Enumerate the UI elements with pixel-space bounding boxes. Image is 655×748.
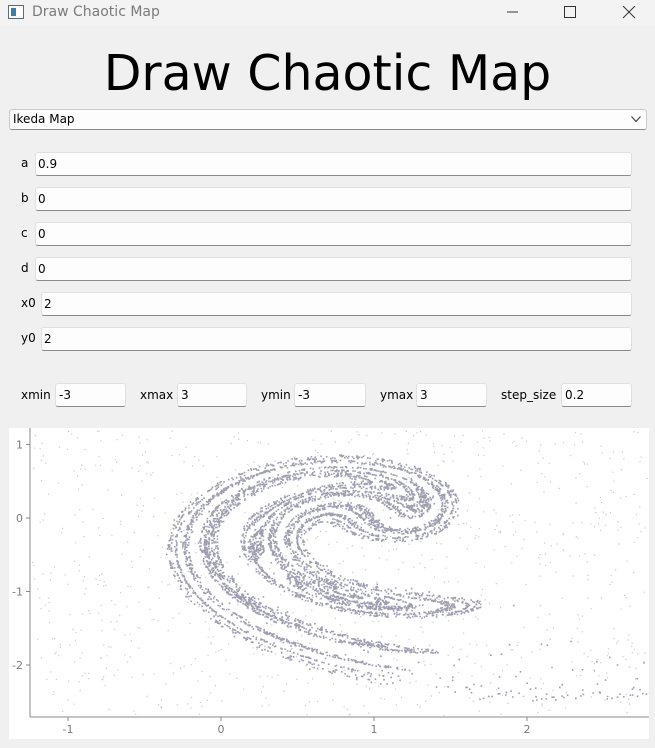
ymin-value: -3	[298, 388, 310, 402]
y-tick-label--2: -2	[12, 659, 23, 672]
x-tick-label--1: -1	[63, 723, 74, 736]
param-label-y0: y0	[21, 331, 36, 345]
param-a-input[interactable]: 0.9	[35, 152, 632, 176]
param-label-a: a	[21, 156, 29, 170]
plot-area[interactable]: 1 0 -1 -2 -1 0 1 2	[9, 428, 649, 739]
xmax-label: xmax	[140, 388, 174, 402]
param-row-a: a 0.9	[0, 152, 655, 176]
maximize-button[interactable]	[548, 0, 594, 26]
xmin-label: xmin	[21, 388, 51, 402]
ymax-label: ymax	[380, 388, 414, 402]
param-row-y0: y0 2	[0, 327, 655, 351]
param-y0-value: 2	[44, 332, 52, 346]
page-title: Draw Chaotic Map	[103, 45, 552, 102]
param-a-value: 0.9	[38, 157, 58, 171]
y-tick-label--1: -1	[12, 586, 23, 599]
param-x0-value: 2	[44, 297, 52, 311]
xmin-value: -3	[59, 388, 71, 402]
title-bar: Draw Chaotic Map	[0, 0, 655, 26]
param-b-value: 0	[38, 192, 46, 206]
ymax-value: 3	[420, 388, 428, 402]
x-tick-label-2: 2	[524, 723, 531, 736]
param-label-x0: x0	[21, 296, 36, 310]
ymin-input[interactable]: -3	[294, 383, 366, 407]
param-x0-input[interactable]: 2	[41, 292, 632, 316]
close-icon	[622, 6, 636, 19]
x-tick-label-0: 0	[218, 723, 225, 736]
map-type-dropdown[interactable]: Ikeda Map	[9, 109, 647, 130]
param-b-input[interactable]: 0	[35, 187, 632, 211]
close-button[interactable]	[606, 0, 652, 26]
y-tick-label-1: 1	[16, 439, 23, 452]
ymax-input[interactable]: 3	[416, 383, 487, 407]
step-size-value: 0.2	[565, 388, 585, 402]
x-tick-label-1: 1	[371, 723, 378, 736]
param-y0-input[interactable]: 2	[41, 327, 632, 351]
param-d-value: 0	[38, 262, 46, 276]
chaotic-map-plot: 1 0 -1 -2 -1 0 1 2	[12, 428, 649, 736]
param-d-input[interactable]: 0	[35, 257, 632, 281]
param-row-c: c 0	[0, 222, 655, 246]
app-icon	[8, 5, 24, 19]
chevron-down-icon	[631, 116, 641, 123]
ymin-label: ymin	[261, 388, 291, 402]
xmax-value: 3	[181, 388, 189, 402]
step-size-label: step_size	[501, 388, 557, 402]
param-row-d: d 0	[0, 257, 655, 281]
minimize-icon	[507, 11, 518, 13]
param-c-input[interactable]: 0	[35, 222, 632, 246]
attractor-points	[32, 430, 649, 717]
y-tick-label-0: 0	[16, 512, 23, 525]
map-type-selected: Ikeda Map	[13, 112, 75, 126]
param-label-c: c	[21, 226, 28, 240]
maximize-icon	[564, 6, 576, 18]
param-row-x0: x0 2	[0, 292, 655, 316]
attractor-point-path	[166, 454, 649, 702]
param-row-b: b 0	[0, 187, 655, 211]
param-label-b: b	[21, 191, 29, 205]
xmax-input[interactable]: 3	[177, 383, 247, 407]
minimize-button[interactable]	[490, 0, 536, 26]
window-title: Draw Chaotic Map	[32, 4, 160, 20]
step-size-input[interactable]: 0.2	[561, 383, 632, 407]
xmin-input[interactable]: -3	[55, 383, 126, 407]
param-c-value: 0	[38, 227, 46, 241]
param-label-d: d	[21, 261, 29, 275]
